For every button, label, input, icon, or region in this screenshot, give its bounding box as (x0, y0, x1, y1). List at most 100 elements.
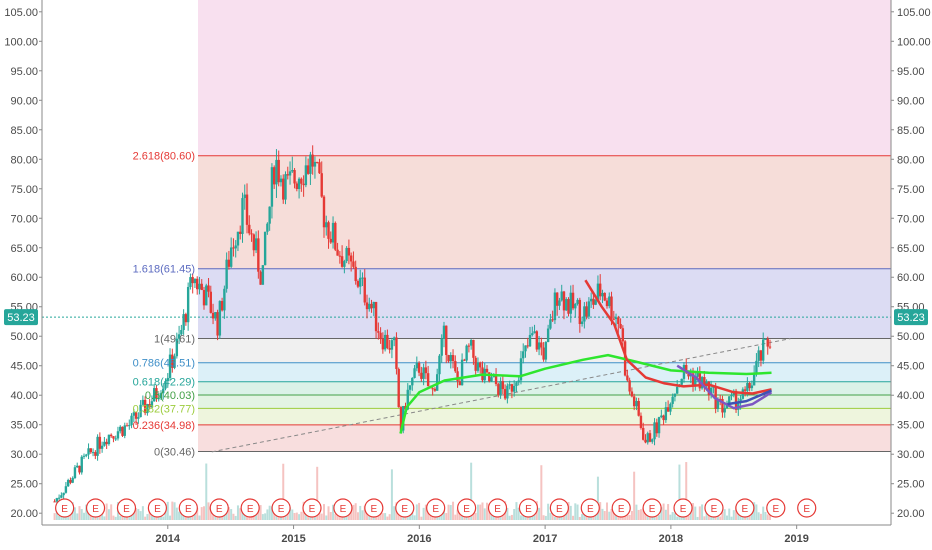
earnings-marker[interactable]: E (426, 498, 446, 518)
volume-bar (146, 514, 149, 520)
candle-body (406, 389, 409, 410)
volume-bar (366, 510, 369, 520)
earnings-marker-circle (457, 498, 477, 518)
volume-bar (662, 503, 665, 520)
earnings-marker[interactable]: E (209, 498, 229, 518)
earnings-marker[interactable]: E (457, 498, 477, 518)
earnings-marker[interactable]: E (518, 498, 539, 518)
volume-bar (78, 506, 81, 520)
volume-bar (474, 512, 477, 520)
candle-body (551, 319, 554, 321)
candle-body (209, 291, 212, 313)
earnings-marker[interactable]: E (549, 498, 569, 518)
fib-level-label: 0(30.46) (154, 447, 195, 459)
earnings-marker-circle (735, 498, 755, 518)
volume-bar (411, 509, 414, 520)
earnings-marker[interactable]: E (116, 498, 137, 518)
candle-body (146, 404, 149, 414)
volume-bar (442, 507, 445, 520)
volume-bar (114, 516, 117, 520)
candle-body (193, 278, 197, 284)
price-tag-bg (4, 309, 38, 326)
candle-body (96, 436, 99, 456)
volume-bar (515, 502, 518, 520)
candle-body (245, 194, 249, 225)
y-tick-label: 40.00 (897, 390, 925, 402)
volume-bar (175, 507, 178, 520)
candle-body (725, 404, 729, 409)
candle-body (157, 398, 160, 400)
earnings-marker[interactable]: E (735, 498, 755, 518)
earnings-marker-label: E (742, 504, 749, 515)
earnings-marker[interactable]: E (271, 498, 291, 518)
candle-body (524, 345, 527, 352)
volume-bar (236, 505, 239, 520)
volume-bar (171, 501, 174, 520)
candle-body (180, 329, 183, 335)
candle-body (85, 454, 88, 456)
earnings-marker[interactable]: E (766, 498, 786, 518)
earnings-marker[interactable]: E (55, 498, 75, 518)
candle-body (123, 425, 126, 436)
candle-body (503, 389, 507, 399)
volume-bar (234, 515, 237, 520)
earnings-marker[interactable]: E (333, 498, 353, 518)
candle-body (535, 331, 539, 350)
candle-body (474, 357, 477, 371)
candle-body (132, 412, 136, 416)
y-tick-label: 85.00 (897, 125, 925, 137)
volume-bar (289, 507, 292, 520)
candle-body (162, 388, 165, 394)
volume-bar (637, 509, 640, 520)
candle-body (583, 306, 586, 322)
candle-body (721, 398, 724, 413)
earnings-marker-circle (240, 498, 260, 518)
earnings-marker-label: E (278, 504, 285, 515)
candle-body (544, 342, 548, 360)
earnings-marker[interactable]: E (487, 498, 508, 518)
earnings-marker-label: E (680, 504, 687, 515)
volume-bar (291, 509, 294, 520)
candle-body (515, 382, 518, 386)
candle-body (291, 170, 294, 172)
volume-bar (454, 514, 457, 520)
earnings-marker[interactable]: E (395, 498, 415, 518)
earnings-marker[interactable]: E (147, 498, 168, 518)
fib-level-label: 0.618(42.29) (133, 377, 195, 389)
earnings-marker[interactable]: E (302, 498, 322, 518)
earnings-marker[interactable]: E (85, 498, 106, 518)
volume-bar (576, 504, 579, 520)
earnings-marker[interactable]: E (704, 498, 724, 518)
volume-bar (547, 503, 550, 520)
volume-bar (599, 502, 602, 520)
earnings-marker[interactable]: E (178, 498, 198, 518)
earnings-marker[interactable]: E (611, 498, 631, 518)
earnings-marker[interactable]: E (364, 498, 384, 518)
candle-body (114, 438, 117, 440)
candle-body (567, 299, 570, 314)
candle-body (297, 178, 301, 190)
candle-body (546, 328, 550, 343)
y-tick-label: 100.00 (897, 36, 931, 48)
volume-bar (639, 509, 642, 520)
volume-bar (257, 510, 260, 520)
candle-body (644, 439, 647, 443)
volume-bar (135, 508, 138, 520)
earnings-marker[interactable]: E (240, 498, 260, 518)
volume-bar (764, 511, 767, 520)
earnings-marker[interactable]: E (797, 498, 817, 518)
earnings-marker[interactable]: E (642, 498, 662, 518)
candle-body (112, 436, 115, 439)
candle-body (610, 296, 613, 319)
earnings-marker-circle (766, 498, 786, 518)
candle-body (137, 417, 140, 419)
volume-bar (658, 515, 661, 520)
candle-body (234, 245, 237, 249)
earnings-marker[interactable]: E (673, 498, 693, 518)
volume-bar (753, 502, 756, 520)
volume-bar (635, 504, 638, 520)
earnings-marker[interactable]: E (580, 498, 600, 518)
candle-body (768, 346, 772, 348)
